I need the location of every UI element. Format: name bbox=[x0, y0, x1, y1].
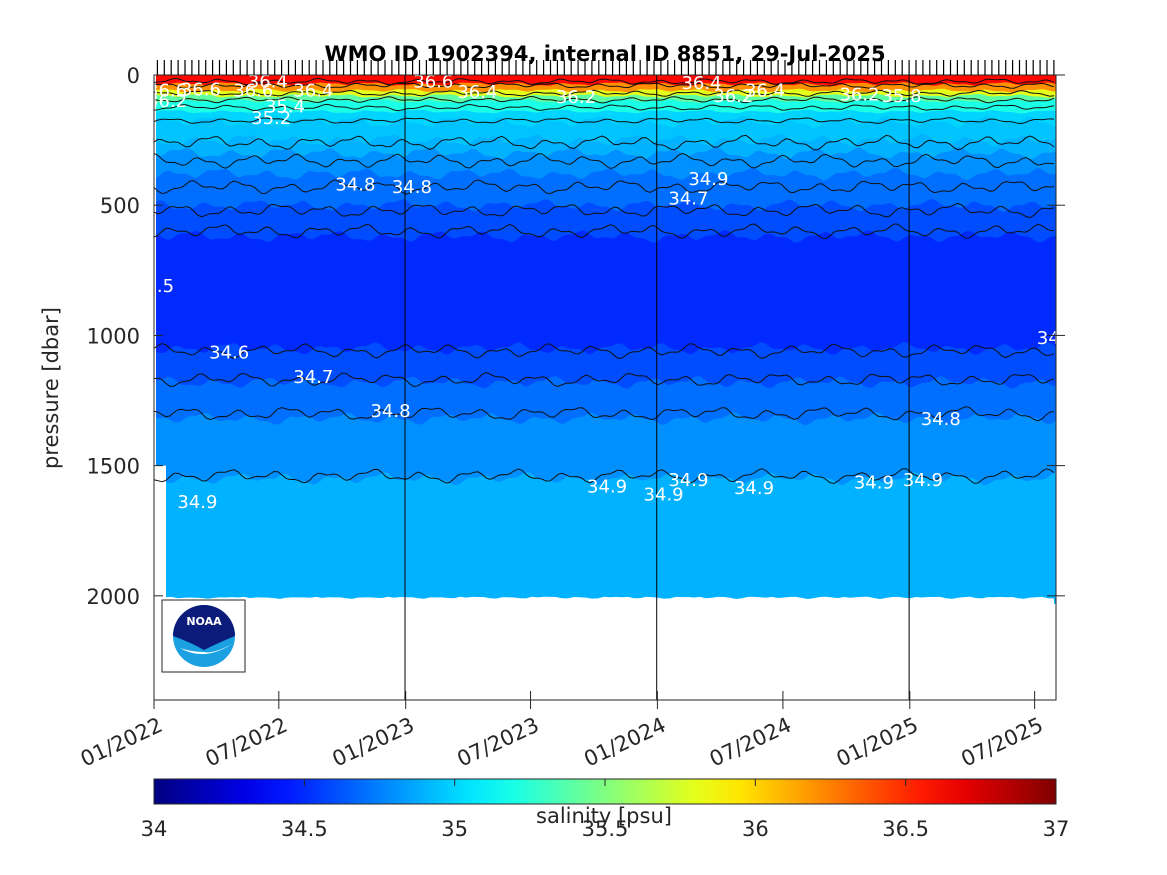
contour-label: 34.7 bbox=[293, 367, 333, 388]
contour-line bbox=[154, 152, 1055, 169]
colorbar-tick-label: 34.5 bbox=[281, 817, 328, 841]
y-axis-label: pressure [dbar] bbox=[39, 307, 63, 469]
salinity-layer bbox=[156, 472, 1056, 604]
contour-label: 34.9 bbox=[587, 477, 627, 498]
noaa-logo: NOAA bbox=[161, 599, 246, 673]
contour-label: 34.9 bbox=[734, 478, 774, 499]
salinity-layers bbox=[154, 75, 1056, 700]
first-profile-gap bbox=[154, 465, 166, 598]
contour-label: 34.8 bbox=[392, 177, 432, 198]
logo-upper-dome bbox=[173, 605, 235, 650]
contour-label: 35.4 bbox=[265, 96, 305, 117]
plot-area: 36.636.636.236.436.6 36.435.435.234.8 34.8… bbox=[134, 72, 1066, 700]
contour-label: 34.9 bbox=[688, 169, 728, 190]
contour-label: 35.8 bbox=[881, 86, 921, 107]
contour-line bbox=[154, 372, 1055, 388]
contour-line bbox=[154, 202, 1055, 219]
colorbar-tick-label: 36 bbox=[742, 817, 769, 841]
contour-label: 36.6 bbox=[413, 72, 453, 93]
contour-label: 34.9 bbox=[903, 470, 943, 491]
colorbar-label: salinity [psu] bbox=[536, 804, 672, 828]
colorbar-tick-label: 34 bbox=[141, 817, 168, 841]
year-boundary-lines bbox=[404, 75, 910, 700]
contour-label: 36.4 bbox=[248, 72, 288, 93]
salinity-layer bbox=[156, 230, 1056, 357]
contour-label: 34.8 bbox=[921, 409, 961, 430]
contour-label: 36.4 bbox=[293, 81, 333, 102]
contour-line bbox=[154, 223, 1055, 240]
contour-label: 34.7 bbox=[668, 189, 708, 210]
chart-title: WMO ID 1902394, internal ID 8851, 29-Jul… bbox=[324, 42, 885, 66]
contour-line bbox=[154, 77, 1055, 86]
colorbar-tick-label: 37 bbox=[1043, 817, 1070, 841]
contour-label: 36.6 bbox=[147, 81, 187, 102]
contour-label: 34.9 bbox=[644, 484, 684, 505]
contour-label: 34.8 bbox=[335, 174, 375, 195]
plot-frame bbox=[153, 74, 1057, 701]
contour-label: 36.2 bbox=[556, 87, 596, 108]
salinity-layer bbox=[156, 412, 1056, 487]
salinity-layer bbox=[156, 376, 1056, 427]
colorbar: 34 34.5 35 35.5 36 36.5 37 salinity [psu] bbox=[141, 778, 1070, 841]
contour-line bbox=[154, 117, 1055, 125]
salinity-layer bbox=[156, 147, 1056, 182]
contour-line bbox=[154, 179, 1055, 195]
contour-line bbox=[154, 89, 1055, 97]
contour-label: 36.4 bbox=[457, 82, 497, 103]
logo-text: NOAA bbox=[186, 615, 222, 628]
colorbar-tick-label: 35 bbox=[441, 817, 468, 841]
contour-line bbox=[154, 134, 1055, 151]
contour-label: 36.6 bbox=[233, 81, 273, 102]
colorbar-ticks: 34 34.5 35 35.5 36 36.5 37 bbox=[141, 779, 1070, 841]
no-data-region bbox=[154, 595, 1056, 700]
contour-label: 34.9 bbox=[177, 492, 217, 513]
contour-lines bbox=[154, 77, 1055, 485]
contour-line bbox=[154, 82, 1055, 89]
contour-line bbox=[154, 468, 1055, 485]
colorbar-tick-label: 35.5 bbox=[582, 817, 629, 841]
contour-label: 36.2 bbox=[713, 86, 753, 107]
contour-label: 36.2 bbox=[147, 91, 187, 112]
y-tick-label: 1500 bbox=[87, 455, 140, 479]
contour-label: 36.2 bbox=[839, 85, 879, 106]
top-date-ticks bbox=[156, 60, 1055, 75]
contour-label: 36.4 bbox=[745, 81, 785, 102]
contour-label: 34.6 bbox=[209, 342, 249, 363]
contour-label: 34.8 bbox=[370, 401, 410, 422]
y-tick-label: 2000 bbox=[87, 585, 140, 609]
colorbar-tick-label: 36.5 bbox=[882, 817, 929, 841]
contour-label: 34.5 bbox=[134, 276, 174, 297]
contour-line bbox=[154, 95, 1055, 104]
contour-label: 35.2 bbox=[251, 108, 291, 129]
contour-line bbox=[154, 342, 1055, 360]
salinity-layer bbox=[156, 341, 1056, 391]
contour-label: 36.4 bbox=[681, 73, 721, 94]
y-tick-label: 500 bbox=[100, 194, 140, 218]
contour-line bbox=[154, 406, 1055, 422]
y-tick-label: 1000 bbox=[87, 324, 140, 348]
contour-label: 34. bbox=[1037, 328, 1066, 349]
contour-label: 36.6 bbox=[181, 79, 221, 100]
logo-bird-shape bbox=[180, 644, 232, 655]
y-tick-label: 0 bbox=[127, 64, 140, 88]
contour-line bbox=[154, 103, 1055, 112]
contour-label: 34.9 bbox=[854, 473, 894, 494]
contour-labels: 36.636.636.236.436.6 36.435.435.234.8 34.8… bbox=[134, 72, 1066, 513]
contour-label: 34.9 bbox=[668, 470, 708, 491]
y-axis: 0 500 1000 1500 2000 bbox=[87, 64, 1065, 609]
